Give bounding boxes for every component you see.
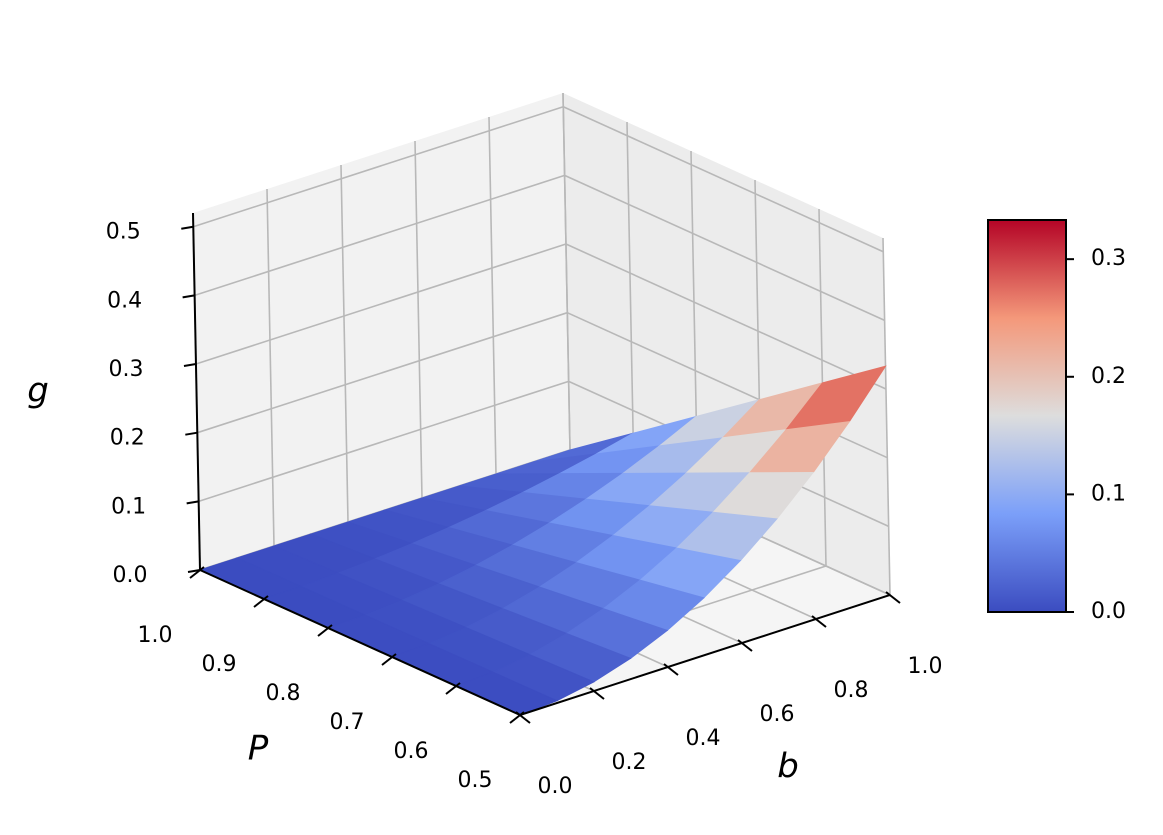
grid-line bbox=[194, 174, 565, 297]
grid-line bbox=[340, 164, 349, 523]
x-tick bbox=[885, 591, 901, 604]
y-tick-label: 0.7 bbox=[330, 710, 365, 735]
grid-line bbox=[266, 188, 275, 547]
y-tick-label: 0.8 bbox=[266, 681, 301, 706]
x-tick bbox=[663, 663, 679, 676]
z-tick-label: 0.2 bbox=[110, 426, 145, 451]
colorbar-tick-label: 0.2 bbox=[1091, 364, 1126, 389]
y-tick bbox=[509, 711, 525, 724]
x-tick bbox=[515, 711, 531, 724]
z-tick bbox=[186, 500, 199, 505]
colorbar: 0.0 0.1 0.2 0.3 bbox=[987, 219, 1126, 624]
grid-line bbox=[414, 140, 423, 499]
z-tick bbox=[183, 363, 197, 368]
z-tick bbox=[181, 225, 194, 230]
colorbar-tick-label: 0.1 bbox=[1091, 481, 1126, 506]
z-tick bbox=[187, 569, 201, 573]
grid-line bbox=[562, 106, 884, 253]
y-tick-label: 1.0 bbox=[138, 623, 173, 648]
z-tick-label: 0.0 bbox=[113, 563, 148, 588]
back-pane bbox=[193, 93, 570, 570]
y-tick-label: 0.6 bbox=[394, 739, 429, 764]
surface bbox=[198, 365, 887, 716]
z-axis-label: g bbox=[27, 371, 49, 411]
z-tick-label: 0.4 bbox=[107, 288, 142, 313]
y-axis-label: P bbox=[248, 729, 269, 769]
x-tick-label: 0.4 bbox=[686, 726, 721, 751]
z-tick bbox=[185, 431, 198, 436]
z-tick-label: 0.5 bbox=[106, 220, 141, 245]
grid-line bbox=[195, 243, 567, 365]
z-tick bbox=[182, 294, 195, 299]
x-tick-label: 0.8 bbox=[834, 678, 869, 703]
x-tick bbox=[589, 687, 605, 700]
y-tick bbox=[381, 653, 397, 666]
grid-line bbox=[198, 380, 569, 503]
grid-line bbox=[882, 237, 891, 596]
z-tick-label: 0.3 bbox=[108, 357, 143, 382]
x-axis-line bbox=[519, 594, 891, 716]
x-tick-label: 0.0 bbox=[538, 774, 573, 799]
y-tick bbox=[317, 624, 333, 637]
colorbar-tick-label: 0.0 bbox=[1091, 599, 1126, 624]
axes: 0.0 0.1 0.2 0.3 0.4 0.5 0.5 0.6 0.7 0.8 0.9 1.0 0.0 0… bbox=[106, 212, 943, 799]
x-tick bbox=[737, 639, 753, 652]
y-tick bbox=[189, 566, 205, 579]
y-axis-line bbox=[199, 569, 521, 716]
grid-line bbox=[488, 116, 497, 475]
grid-line bbox=[626, 121, 635, 480]
z-tick-label: 0.1 bbox=[111, 494, 146, 519]
x-tick-label: 1.0 bbox=[908, 654, 943, 679]
x-tick-label: 0.6 bbox=[760, 702, 795, 727]
grid-line bbox=[565, 243, 887, 390]
colorbar-frame bbox=[987, 219, 1067, 613]
y-tick bbox=[253, 595, 269, 608]
y-tick-label: 0.9 bbox=[202, 652, 237, 677]
y-tick bbox=[445, 682, 461, 695]
colorbar-fill bbox=[988, 220, 1066, 612]
grid-line bbox=[564, 174, 885, 322]
colorbar-tick-label: 0.3 bbox=[1091, 246, 1126, 271]
x-axis-label: b bbox=[777, 747, 799, 787]
x-tick-label: 0.2 bbox=[612, 750, 647, 775]
grid-line bbox=[193, 105, 564, 228]
grid-line bbox=[197, 311, 568, 434]
grid-line bbox=[562, 92, 571, 451]
z-axis-line bbox=[192, 212, 201, 571]
x-tick bbox=[811, 615, 827, 628]
y-tick-label: 0.5 bbox=[458, 768, 493, 793]
